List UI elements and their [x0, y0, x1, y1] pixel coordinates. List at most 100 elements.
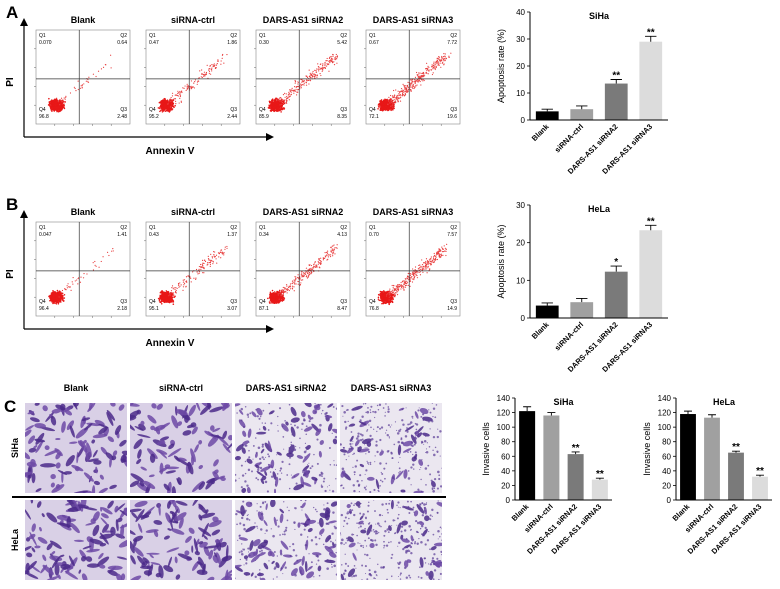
event-dot: [222, 53, 224, 56]
event-dot: [272, 106, 275, 109]
event-dot: [323, 64, 325, 66]
event-dot: [315, 70, 317, 72]
event-dot: [302, 279, 304, 281]
event-dot: [223, 254, 225, 256]
quadrant-value: 8.47: [337, 306, 347, 312]
event-dot: [77, 283, 79, 285]
event-dot: [160, 300, 163, 303]
event-dot: [185, 89, 187, 92]
event-dot: [305, 276, 307, 278]
event-dot: [196, 83, 198, 85]
event-dot: [183, 87, 185, 89]
event-dot: [202, 265, 204, 267]
event-dot: [171, 108, 174, 110]
event-dot: [62, 100, 64, 103]
event-dot: [279, 291, 281, 293]
event-dot: [440, 57, 443, 59]
event-dot: [271, 98, 274, 101]
event-dot: [388, 96, 390, 98]
event-dot: [286, 285, 288, 287]
event-dot: [57, 108, 60, 111]
event-dot: [72, 283, 74, 285]
quadrant-value: 7.72: [447, 40, 457, 46]
event-dot: [286, 95, 288, 98]
event-dot: [284, 288, 286, 290]
event-dot: [157, 107, 160, 109]
event-dot: [185, 276, 188, 278]
event-dot: [58, 110, 61, 113]
quadrant-label: Q2: [230, 225, 237, 231]
event-dot: [334, 247, 336, 249]
event-dot: [422, 80, 424, 82]
event-dot: [174, 288, 176, 290]
event-dot: [387, 103, 389, 106]
event-dot: [326, 251, 328, 253]
event-dot: [197, 273, 199, 275]
quadrant-label: Q3: [120, 299, 127, 305]
event-dot: [61, 106, 64, 109]
event-dot: [285, 284, 288, 286]
event-dot: [59, 108, 61, 111]
event-dot: [291, 287, 293, 289]
event-dot: [450, 52, 452, 54]
event-dot: [161, 102, 164, 105]
event-dot: [83, 272, 85, 275]
event-dot: [300, 279, 302, 281]
event-dot: [163, 107, 166, 110]
event-dot: [432, 67, 434, 69]
event-dot: [270, 102, 272, 105]
event-dot: [200, 76, 202, 78]
event-dot: [212, 263, 214, 265]
event-dot: [190, 80, 193, 82]
event-dot: [390, 98, 392, 100]
event-dot: [278, 297, 281, 299]
event-dot: [404, 85, 406, 87]
event-dot: [177, 284, 180, 286]
event-dot: [310, 272, 312, 275]
event-dot: [213, 255, 215, 257]
event-dot: [270, 294, 273, 296]
event-dot: [443, 58, 445, 60]
quadrant-label: Q4: [149, 299, 156, 305]
event-dot: [310, 77, 312, 79]
event-dot: [277, 294, 279, 296]
event-dot: [272, 298, 275, 301]
event-dot: [183, 279, 186, 281]
event-dot: [88, 76, 90, 78]
event-dot: [388, 100, 390, 102]
event-dot: [72, 276, 74, 279]
event-dot: [174, 98, 177, 100]
event-dot: [271, 298, 273, 301]
panel-label: B: [6, 195, 18, 214]
arrow-head: [266, 325, 274, 333]
event-dot: [58, 296, 60, 298]
event-dot: [333, 251, 335, 253]
event-dot: [211, 257, 214, 259]
event-dot: [87, 81, 90, 83]
event-dot: [57, 302, 60, 305]
event-dot: [323, 67, 325, 69]
event-dot: [203, 259, 206, 261]
event-dot: [270, 295, 272, 298]
event-dot: [281, 300, 284, 302]
event-dot: [268, 101, 271, 104]
event-dot: [279, 105, 282, 108]
event-dot: [194, 81, 196, 83]
event-dot: [56, 289, 59, 292]
event-dot: [180, 284, 182, 286]
event-dot: [389, 94, 392, 97]
event-dot: [294, 86, 296, 88]
event-dot: [79, 281, 82, 283]
event-dot: [417, 79, 419, 81]
event-dot: [186, 87, 188, 89]
event-dot: [221, 253, 224, 255]
event-dot: [208, 68, 210, 70]
event-dot: [169, 106, 172, 108]
event-dot: [206, 64, 208, 66]
event-dot: [207, 258, 210, 260]
event-dot: [392, 97, 394, 99]
event-dot: [271, 107, 273, 109]
event-dot: [179, 92, 181, 94]
event-dot: [179, 95, 181, 98]
event-dot: [64, 101, 67, 103]
